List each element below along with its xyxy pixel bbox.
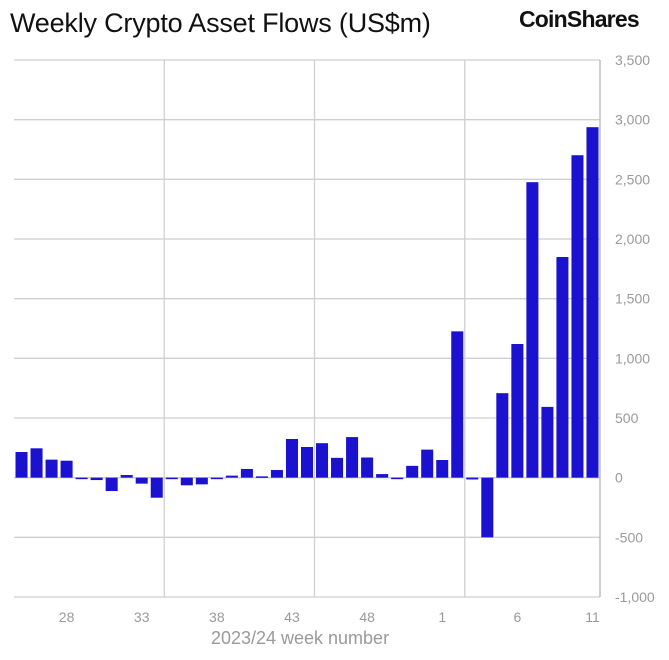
bar-week-44 bbox=[300, 446, 314, 478]
bar-week-46 bbox=[331, 457, 344, 478]
y-tick-label: 0 bbox=[615, 470, 623, 486]
x-tick-label: 38 bbox=[209, 609, 225, 625]
y-tick-label: 1,500 bbox=[615, 291, 650, 307]
bar-week-47 bbox=[346, 437, 359, 478]
bar-week-4 bbox=[481, 477, 494, 538]
bar-week-1 bbox=[436, 460, 449, 478]
bar-week-28 bbox=[60, 460, 73, 478]
bar-week-41 bbox=[255, 476, 268, 478]
coinshares-logo: CoinShares bbox=[519, 6, 640, 32]
bar-week-48 bbox=[361, 457, 374, 478]
y-tick-label: 3,000 bbox=[615, 112, 650, 128]
bar-week-51 bbox=[406, 465, 419, 478]
x-tick-label: 43 bbox=[284, 609, 300, 625]
bar-week-45 bbox=[316, 443, 329, 478]
bar-week-7 bbox=[526, 182, 539, 478]
chart-title: Weekly Crypto Asset Flows (US$m) bbox=[10, 8, 431, 38]
bar-week-43 bbox=[285, 439, 298, 478]
y-tick-label: -1,000 bbox=[615, 589, 655, 605]
bar-week-52 bbox=[421, 449, 434, 478]
bar-week-31 bbox=[105, 477, 118, 492]
x-tick-label: 1 bbox=[438, 609, 446, 625]
y-tick-label: 500 bbox=[615, 410, 639, 426]
bar-week-50 bbox=[391, 477, 404, 480]
bar-week-3 bbox=[466, 477, 479, 480]
bar-week-8 bbox=[541, 406, 554, 478]
bar-week-32 bbox=[120, 475, 133, 478]
bar-week-38 bbox=[210, 477, 223, 480]
bar-week-10 bbox=[571, 155, 584, 478]
bar-week-40 bbox=[240, 468, 253, 478]
bar-week-37 bbox=[195, 477, 208, 485]
y-tick-label: 3,500 bbox=[615, 52, 650, 68]
bar-week-30 bbox=[90, 477, 103, 481]
bar-week-11 bbox=[586, 127, 599, 478]
bar-week-9 bbox=[556, 257, 569, 478]
y-tick-label: 1,000 bbox=[615, 350, 650, 366]
y-tick-label: 2,500 bbox=[615, 171, 650, 187]
bar-week-42 bbox=[270, 470, 283, 478]
y-tick-label: 2,000 bbox=[615, 231, 650, 247]
bar-week-27 bbox=[45, 459, 58, 478]
bar-week-35 bbox=[165, 477, 178, 480]
bar-week-33 bbox=[135, 477, 148, 484]
x-tick-label: 28 bbox=[59, 609, 75, 625]
bar-week-6 bbox=[511, 344, 524, 478]
bar-week-25 bbox=[15, 452, 28, 478]
bar-week-34 bbox=[150, 477, 163, 498]
bar-week-2 bbox=[451, 331, 464, 478]
x-tick-label: 6 bbox=[513, 609, 521, 625]
bar-week-5 bbox=[496, 393, 509, 478]
bar-week-29 bbox=[75, 477, 88, 480]
bar-week-49 bbox=[376, 474, 389, 478]
x-axis-label: 2023/24 week number bbox=[210, 628, 390, 648]
x-tick-label: 11 bbox=[585, 609, 600, 625]
y-tick-label: -500 bbox=[615, 529, 643, 545]
x-tick-label: 33 bbox=[134, 609, 150, 625]
x-tick-label: 48 bbox=[359, 609, 375, 625]
bar-week-26 bbox=[30, 448, 43, 478]
bar-week-36 bbox=[180, 477, 193, 486]
bar-week-39 bbox=[225, 475, 238, 478]
